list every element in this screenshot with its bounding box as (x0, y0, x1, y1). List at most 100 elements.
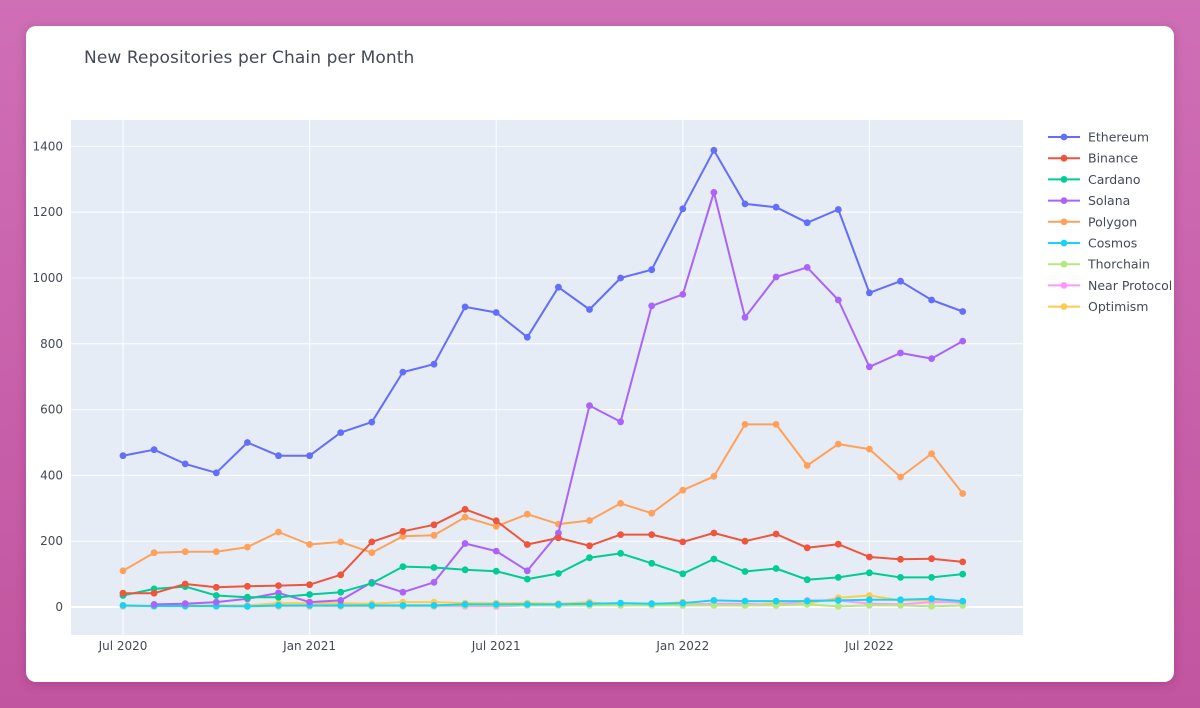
data-point[interactable] (617, 531, 624, 538)
data-point[interactable] (866, 569, 873, 577)
data-point[interactable] (523, 601, 531, 608)
data-point[interactable] (866, 602, 873, 609)
data-point[interactable] (834, 296, 842, 304)
data-point[interactable] (119, 567, 127, 575)
data-point[interactable] (617, 599, 624, 607)
data-point[interactable] (772, 421, 780, 428)
data-point[interactable] (928, 296, 935, 304)
data-point[interactable] (275, 528, 282, 536)
data-point[interactable] (181, 460, 189, 468)
data-point[interactable] (337, 538, 345, 546)
data-point[interactable] (834, 440, 842, 448)
data-point[interactable] (803, 576, 811, 584)
data-point[interactable] (772, 203, 780, 211)
data-point[interactable] (337, 602, 345, 609)
data-point[interactable] (617, 418, 624, 426)
data-point[interactable] (150, 549, 158, 557)
data-point[interactable] (617, 500, 624, 507)
data-point[interactable] (430, 521, 438, 529)
data-point[interactable] (959, 597, 967, 605)
data-point[interactable] (866, 553, 873, 561)
data-point[interactable] (244, 543, 251, 551)
data-point[interactable] (710, 602, 718, 609)
legend-item-cosmos[interactable]: Cosmos (1048, 236, 1137, 251)
data-point[interactable] (461, 505, 469, 513)
data-point[interactable] (430, 360, 438, 368)
data-point[interactable] (399, 532, 407, 540)
data-point[interactable] (461, 303, 469, 311)
data-point[interactable] (741, 568, 749, 575)
data-point[interactable] (461, 566, 469, 574)
data-point[interactable] (430, 578, 438, 586)
data-point[interactable] (461, 601, 469, 608)
data-point[interactable] (368, 418, 376, 426)
data-point[interactable] (492, 517, 500, 525)
data-point[interactable] (586, 517, 593, 524)
data-point[interactable] (772, 530, 780, 538)
data-point[interactable] (897, 555, 904, 563)
data-point[interactable] (244, 593, 251, 601)
data-point[interactable] (679, 205, 687, 213)
data-point[interactable] (181, 580, 189, 588)
legend-item-near-protocol[interactable]: Near Protocol (1048, 278, 1172, 293)
data-point[interactable] (648, 600, 656, 608)
data-point[interactable] (617, 274, 624, 282)
data-point[interactable] (679, 570, 687, 578)
data-point[interactable] (150, 446, 158, 454)
data-point[interactable] (741, 314, 749, 321)
data-point[interactable] (399, 588, 407, 596)
data-point[interactable] (959, 558, 967, 566)
data-point[interactable] (150, 601, 158, 608)
data-point[interactable] (555, 529, 562, 537)
data-point[interactable] (710, 555, 718, 563)
data-point[interactable] (803, 597, 811, 605)
data-point[interactable] (710, 146, 718, 154)
data-point[interactable] (928, 603, 935, 610)
data-point[interactable] (181, 600, 189, 608)
data-point[interactable] (959, 490, 967, 497)
data-point[interactable] (119, 452, 127, 460)
data-point[interactable] (679, 486, 687, 494)
data-point[interactable] (866, 445, 873, 453)
data-point[interactable] (648, 559, 656, 567)
data-point[interactable] (928, 450, 935, 458)
data-point[interactable] (492, 523, 500, 530)
data-point[interactable] (679, 291, 687, 298)
data-point[interactable] (741, 200, 749, 208)
data-point[interactable] (772, 597, 780, 605)
data-point[interactable] (586, 542, 593, 550)
data-point[interactable] (803, 219, 811, 227)
data-point[interactable] (492, 601, 500, 608)
data-point[interactable] (897, 349, 904, 357)
data-point[interactable] (866, 596, 873, 604)
data-point[interactable] (119, 602, 127, 609)
data-point[interactable] (275, 452, 282, 460)
legend-item-solana[interactable]: Solana (1048, 193, 1130, 208)
data-point[interactable] (928, 595, 935, 603)
data-point[interactable] (617, 550, 624, 557)
data-point[interactable] (803, 264, 811, 271)
data-point[interactable] (897, 602, 904, 609)
legend[interactable]: Ethereum Binance Cardano Solana Polygon Cosmo… (1048, 130, 1172, 315)
data-point[interactable] (741, 537, 749, 545)
data-point[interactable] (523, 510, 531, 518)
data-point[interactable] (337, 588, 345, 596)
data-point[interactable] (275, 602, 282, 609)
data-point[interactable] (337, 597, 345, 604)
legend-item-binance[interactable]: Binance (1048, 151, 1138, 166)
data-point[interactable] (368, 549, 376, 557)
data-point[interactable] (648, 302, 656, 310)
data-point[interactable] (212, 548, 220, 556)
data-point[interactable] (928, 355, 935, 362)
legend-item-cardano[interactable]: Cardano (1048, 172, 1140, 187)
data-point[interactable] (430, 564, 438, 571)
data-point[interactable] (928, 555, 935, 563)
data-point[interactable] (555, 283, 562, 291)
data-point[interactable] (772, 565, 780, 572)
data-point[interactable] (492, 547, 500, 555)
legend-item-ethereum[interactable]: Ethereum (1048, 130, 1149, 145)
data-point[interactable] (897, 574, 904, 581)
data-point[interactable] (399, 368, 407, 376)
data-point[interactable] (150, 589, 158, 597)
legend-item-optimism[interactable]: Optimism (1048, 299, 1149, 314)
